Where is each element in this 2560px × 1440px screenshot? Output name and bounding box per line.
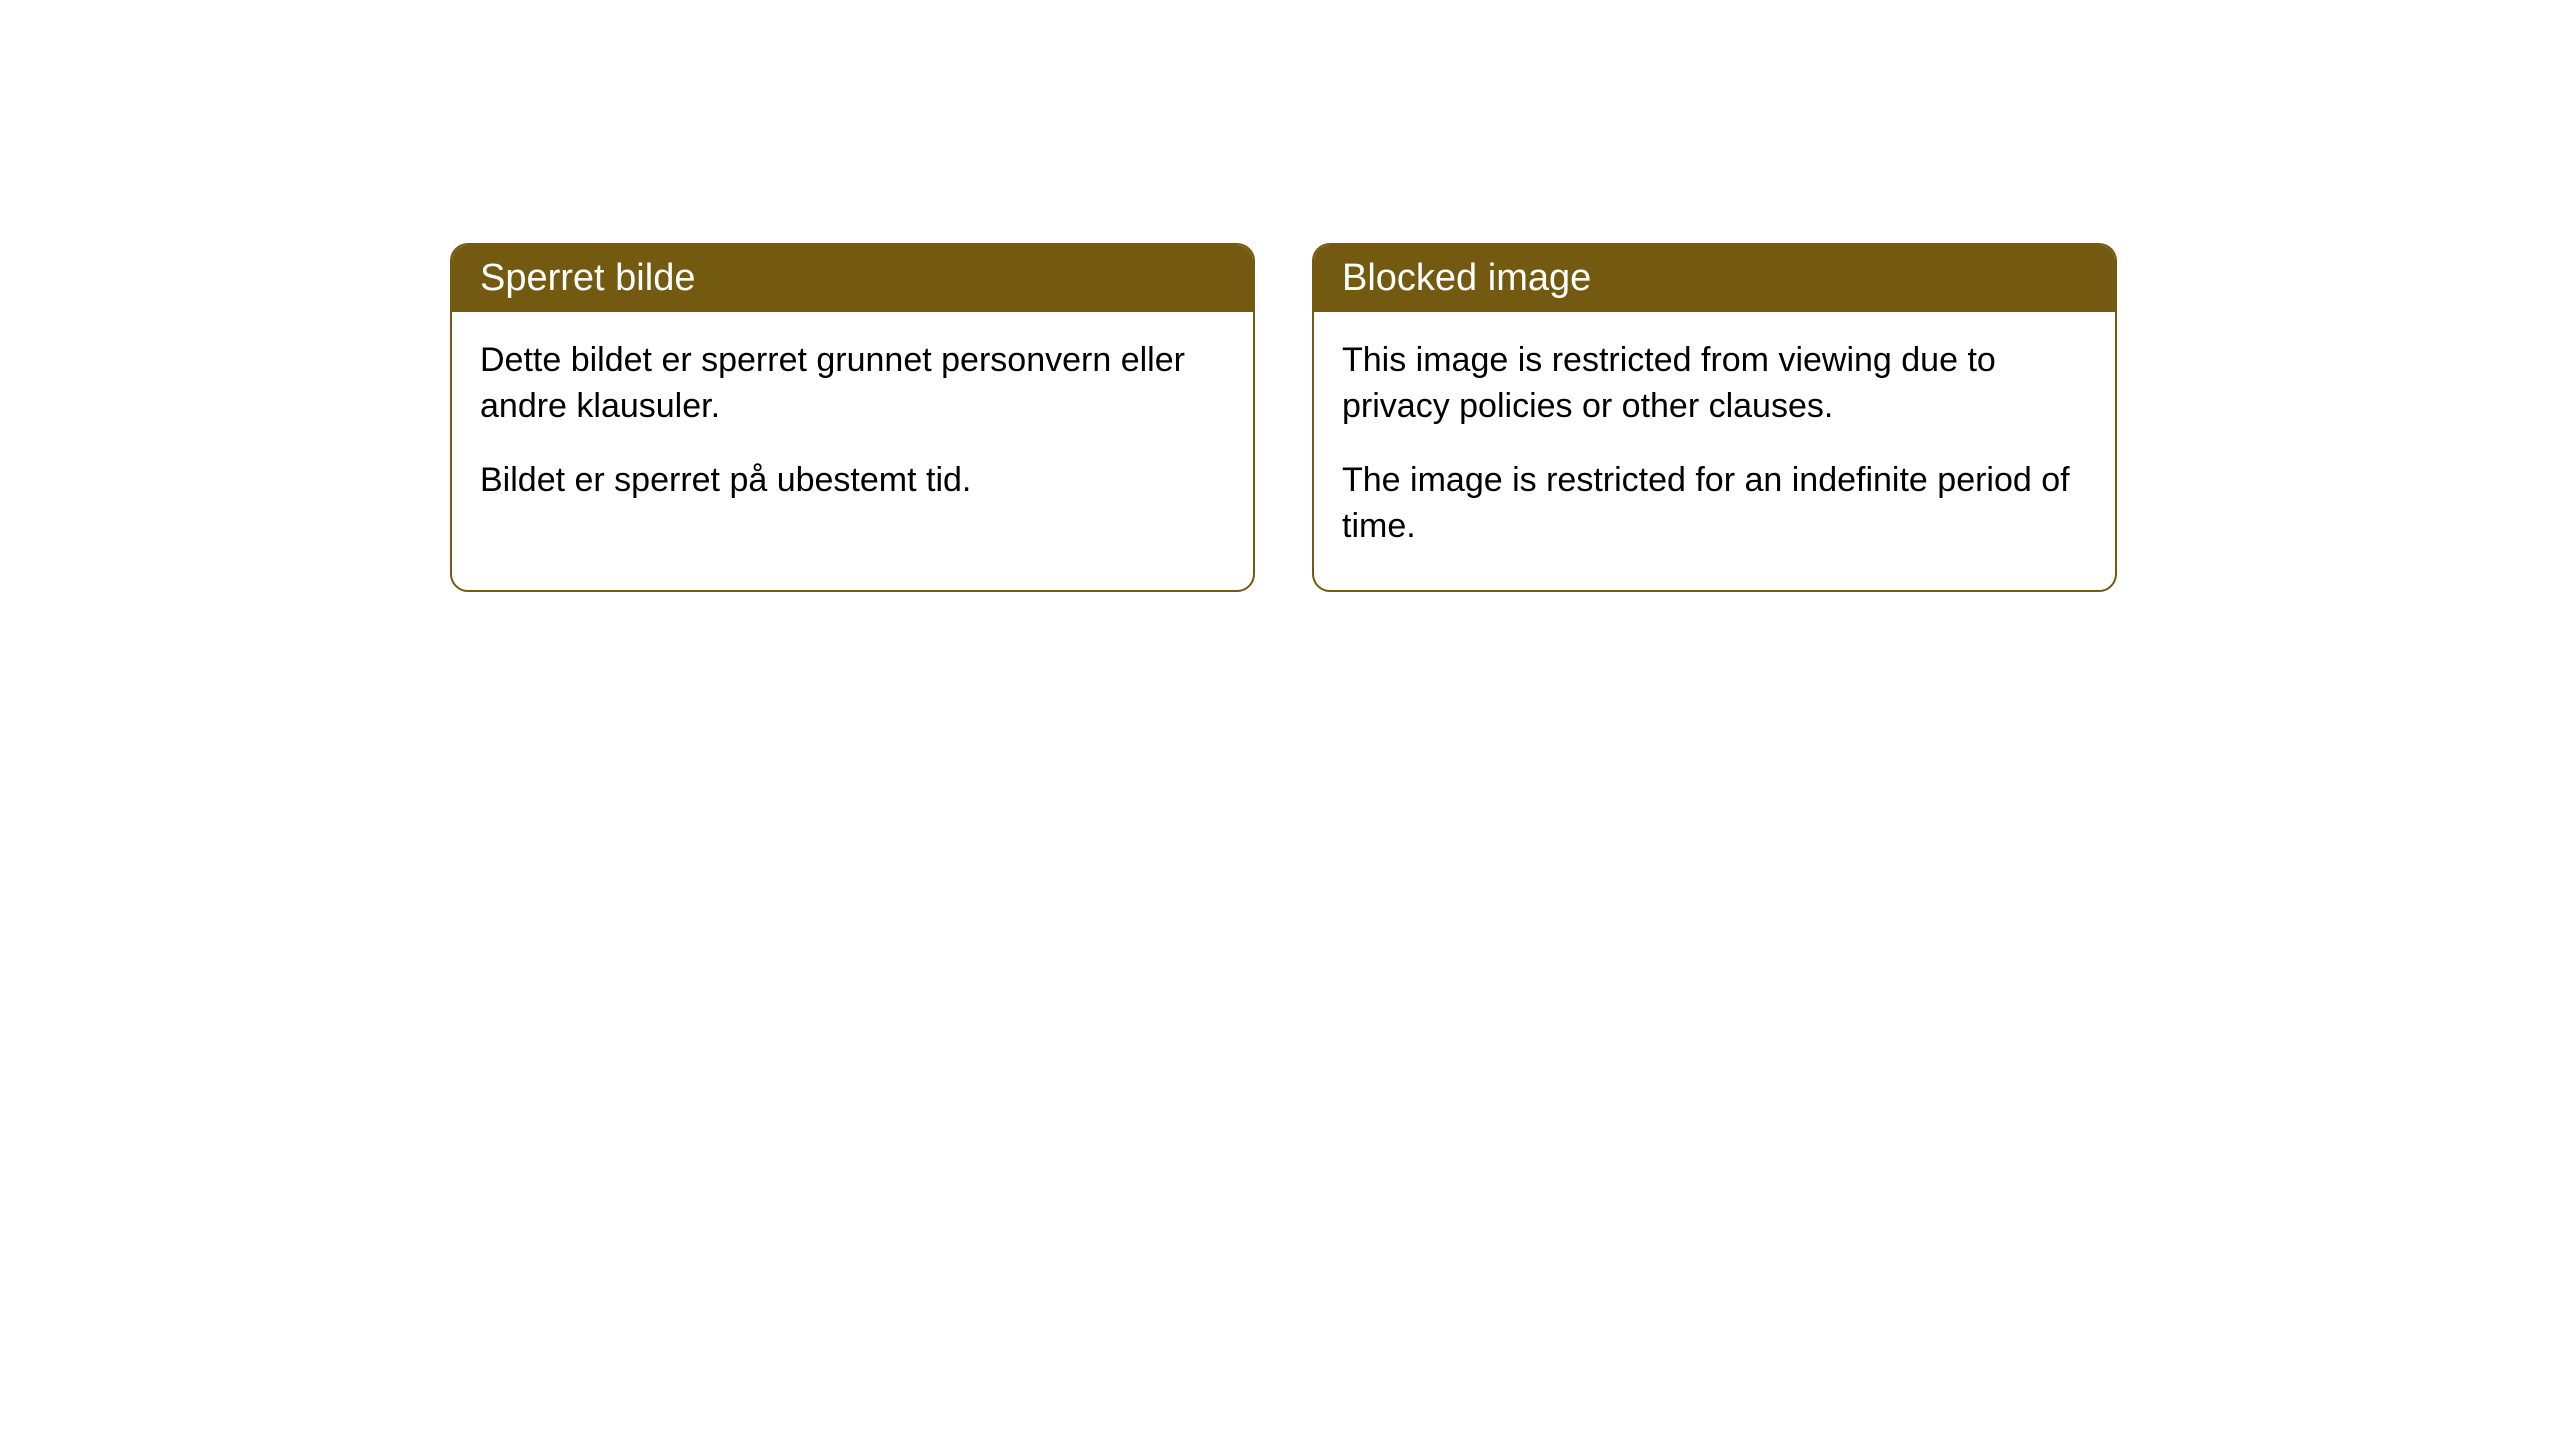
card-paragraph: Dette bildet er sperret grunnet personve…: [480, 338, 1225, 430]
card-body: This image is restricted from viewing du…: [1314, 312, 2115, 590]
card-body: Dette bildet er sperret grunnet personve…: [452, 312, 1253, 544]
card-paragraph: This image is restricted from viewing du…: [1342, 338, 2087, 430]
notice-cards-container: Sperret bilde Dette bildet er sperret gr…: [450, 243, 2117, 592]
blocked-image-card-no: Sperret bilde Dette bildet er sperret gr…: [450, 243, 1255, 592]
card-paragraph: Bildet er sperret på ubestemt tid.: [480, 458, 1225, 504]
blocked-image-card-en: Blocked image This image is restricted f…: [1312, 243, 2117, 592]
card-paragraph: The image is restricted for an indefinit…: [1342, 458, 2087, 550]
card-header: Blocked image: [1314, 245, 2115, 312]
card-header: Sperret bilde: [452, 245, 1253, 312]
